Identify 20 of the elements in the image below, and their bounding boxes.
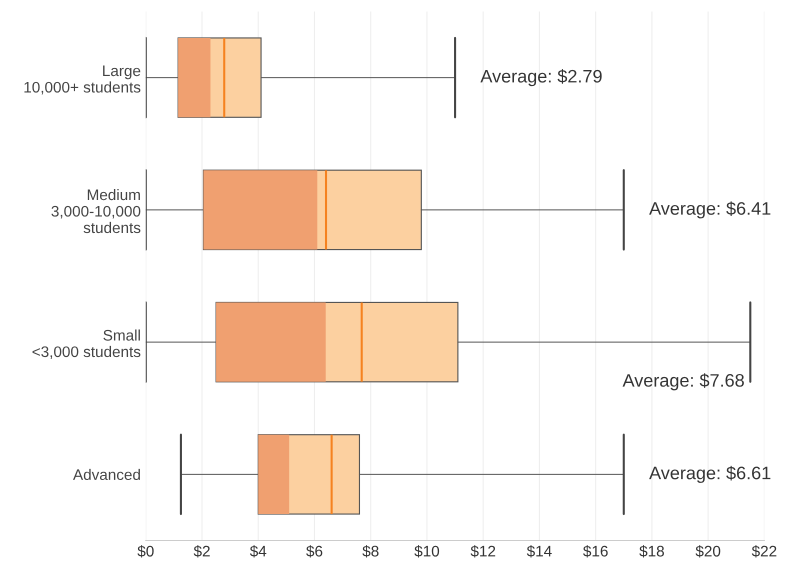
- annotation: Average: $6.41: [649, 201, 770, 218]
- annotation: Average: $7.68: [622, 373, 744, 390]
- x-tick-label: $10: [414, 545, 440, 558]
- x-tick-label: $8: [362, 545, 379, 558]
- y-tick-label: Medium 3,000-10,000 students: [51, 188, 140, 234]
- x-tick-label: $0: [137, 545, 154, 558]
- x-tick-label: $6: [306, 545, 322, 558]
- x-tick-label: $22: [752, 545, 776, 558]
- annotation: Average: $6.61: [649, 466, 770, 483]
- x-tick-label: $18: [639, 545, 664, 558]
- annotation: Average: $2.79: [480, 69, 602, 86]
- x-tick-label: $14: [526, 545, 552, 558]
- x-tick-label: $2: [194, 545, 210, 558]
- x-tick-label: $16: [583, 545, 608, 558]
- y-tick-label: Advanced: [73, 468, 140, 480]
- x-tick-label: $4: [250, 545, 266, 558]
- x-tick-label: $12: [470, 545, 496, 558]
- y-tick-label: Large 10,000+ students: [24, 66, 140, 94]
- x-tick-label: $20: [696, 545, 720, 558]
- y-tick-label: Small <3,000 students: [32, 329, 140, 359]
